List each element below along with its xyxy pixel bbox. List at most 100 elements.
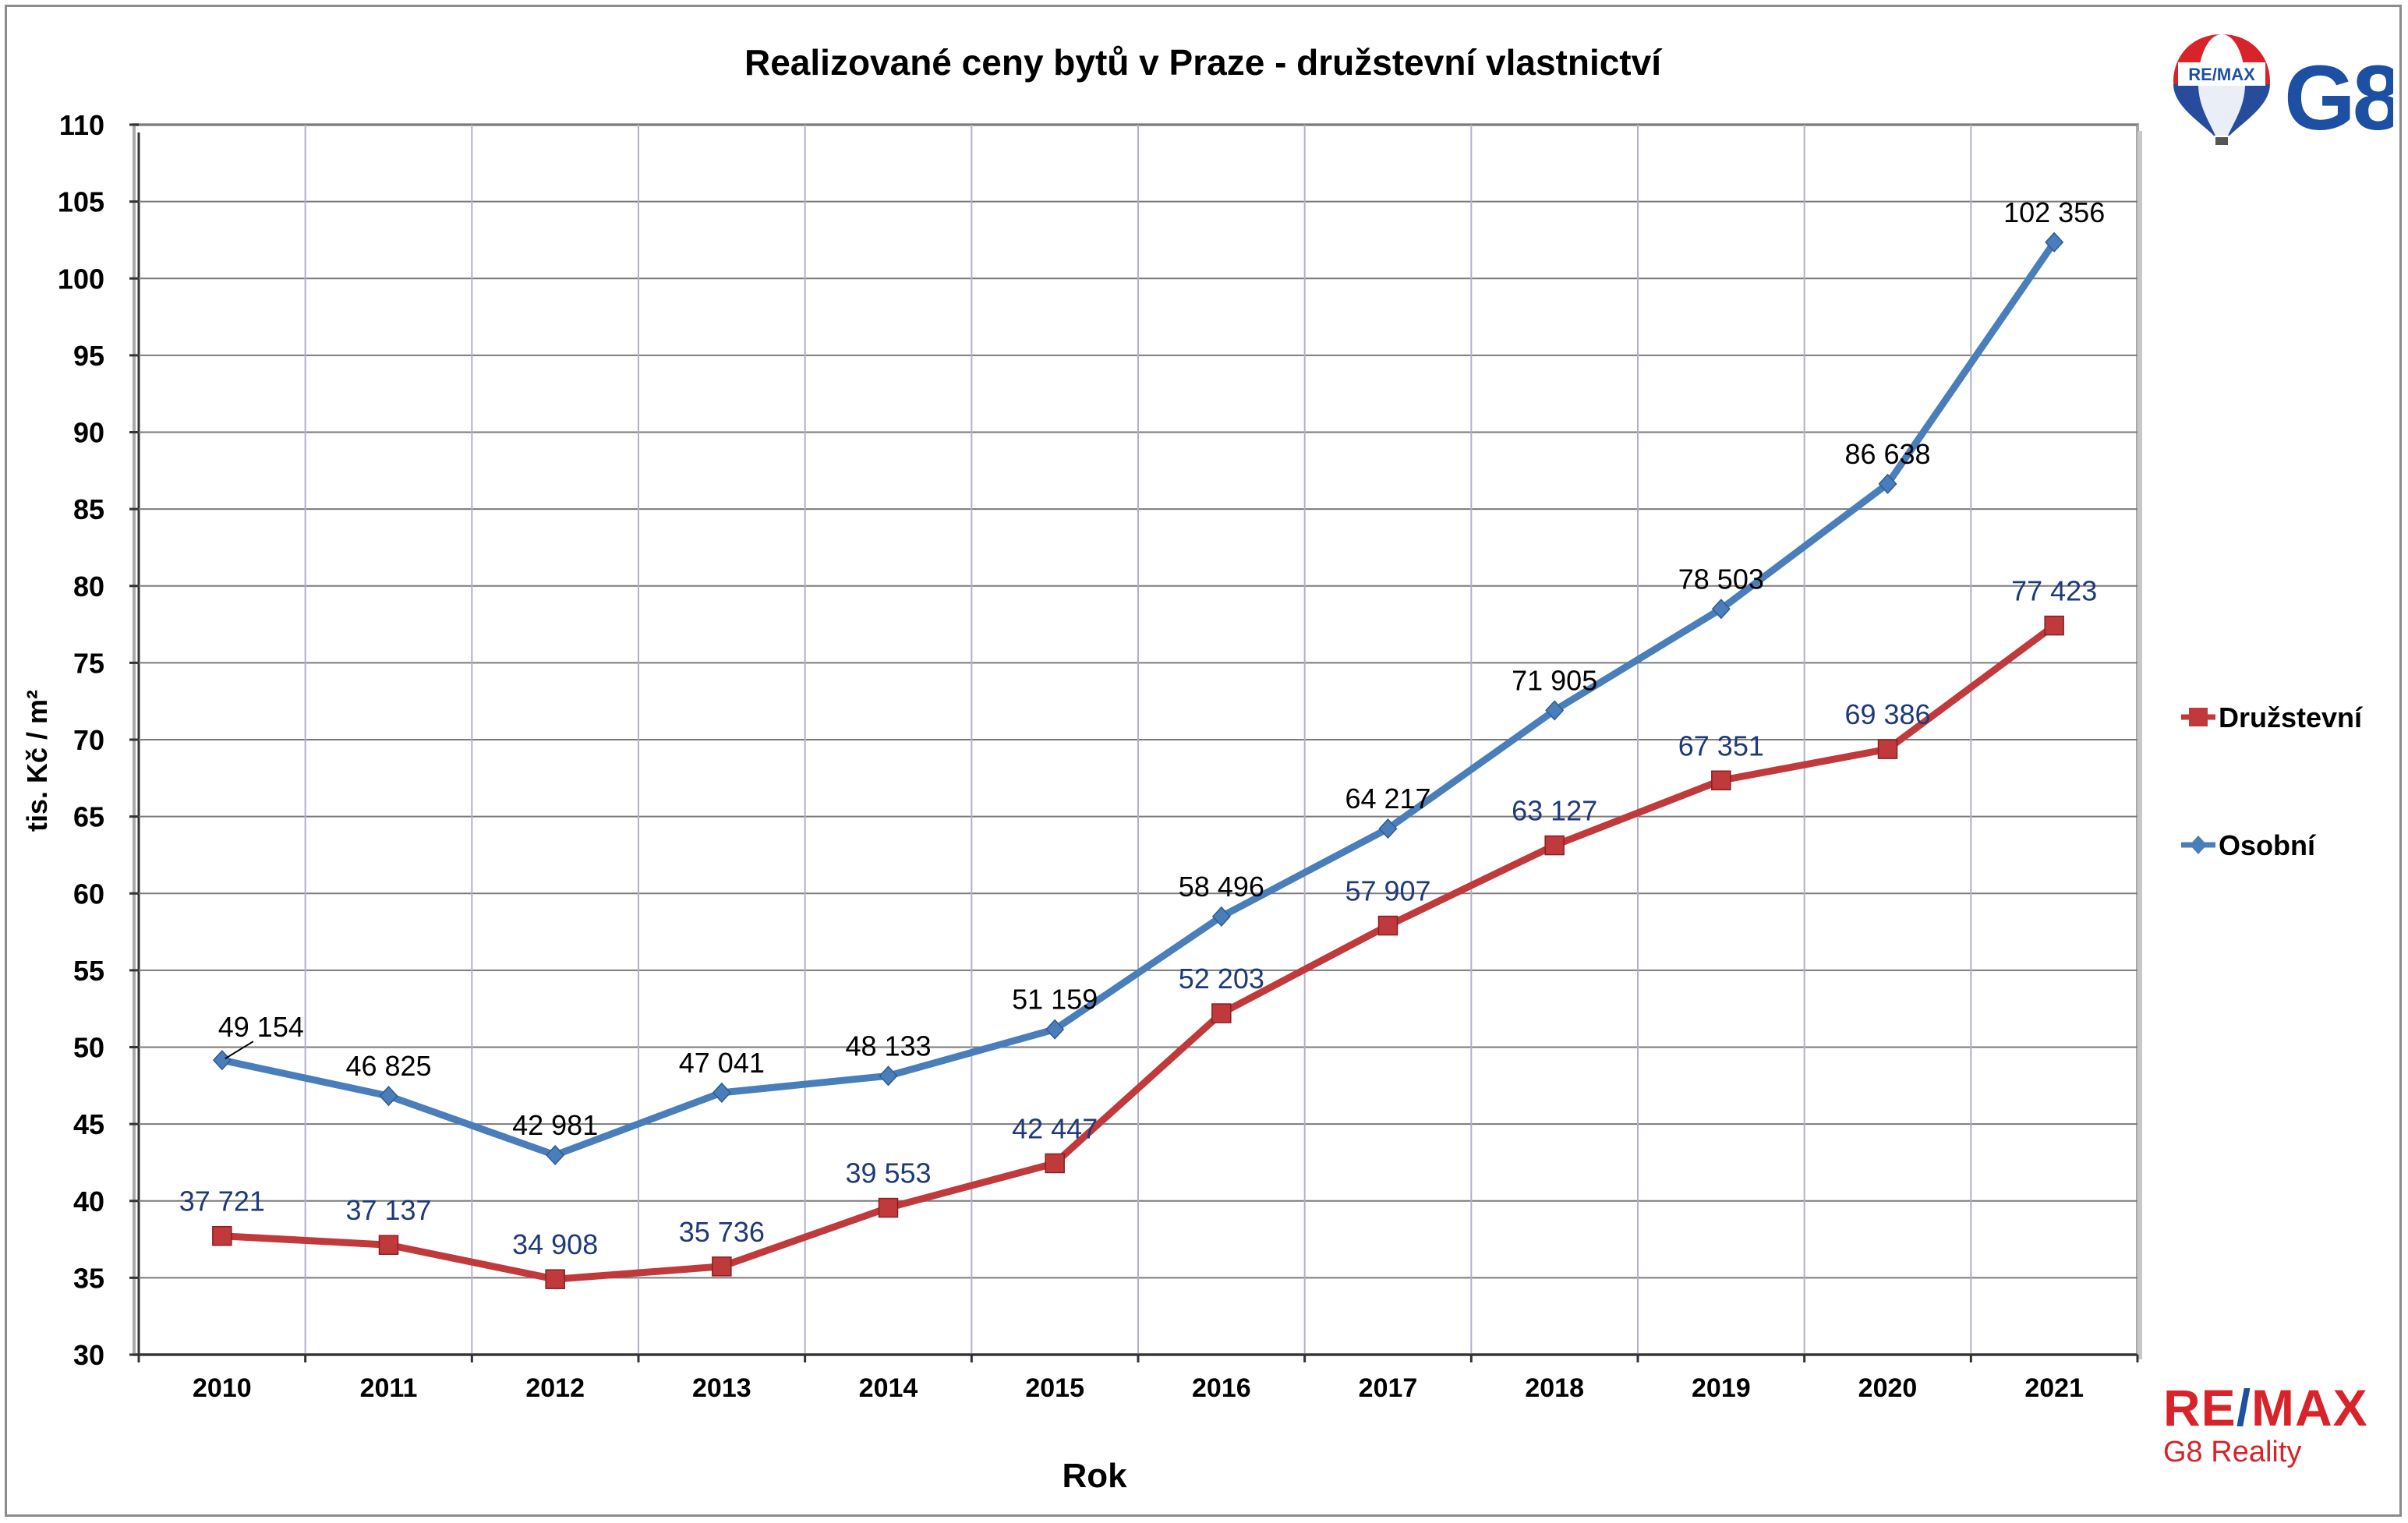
marker-square bbox=[1211, 1003, 1232, 1023]
marker-diamond bbox=[1711, 599, 1731, 620]
balloon-icon: RE/MAX bbox=[2173, 34, 2270, 145]
data-label: 37 721 bbox=[179, 1186, 265, 1217]
data-label: 46 825 bbox=[345, 1050, 431, 1082]
x-tick-labels: 2010 2011 2012 2013 2014 2015 2016 2017 2018 2019… bbox=[193, 1373, 2084, 1403]
remax-g8-reality-logo: RE/MAX G8 Reality bbox=[2163, 1382, 2368, 1469]
y-tick-label: 75 bbox=[73, 647, 104, 679]
marker-square bbox=[1544, 835, 1565, 856]
data-labels: 49 154 46 825 42 981 47 041 48 133 51 159 58 4… bbox=[179, 196, 2105, 1260]
data-label: 42 447 bbox=[1012, 1112, 1098, 1144]
g8-badge: G8 bbox=[2284, 47, 2393, 147]
x-tick-label: 2018 bbox=[1525, 1373, 1584, 1403]
marker-square bbox=[1045, 1153, 1065, 1174]
x-tick-label: 2011 bbox=[360, 1373, 418, 1403]
legend: Družstevní Osobní bbox=[2181, 701, 2363, 861]
y-tick-label: 90 bbox=[73, 417, 104, 449]
data-label: 37 137 bbox=[345, 1194, 431, 1226]
data-label: 47 041 bbox=[679, 1047, 765, 1079]
data-label: 69 386 bbox=[1844, 698, 1930, 730]
marker-square bbox=[1377, 915, 1398, 936]
x-tick-label: 2015 bbox=[1025, 1373, 1084, 1403]
marker-diamond bbox=[1378, 818, 1398, 839]
series-line-Družstevní bbox=[221, 622, 2056, 1283]
plot-area-shadow bbox=[2137, 131, 2142, 1359]
data-label: 51 159 bbox=[1012, 984, 1098, 1016]
legend-label: Družstevní bbox=[2219, 701, 2363, 733]
marker-diamond bbox=[1211, 906, 1231, 928]
x-tick-label: 2020 bbox=[1858, 1373, 1918, 1403]
y-tick-label: 60 bbox=[73, 878, 104, 910]
data-label: 78 503 bbox=[1678, 563, 1764, 595]
marker-diamond bbox=[712, 1082, 731, 1103]
legend-item-Osobní: Osobní bbox=[2181, 829, 2316, 861]
marker-square bbox=[878, 1197, 899, 1218]
remax-wordmark: RE/MAX bbox=[2163, 1379, 2368, 1436]
legend-marker-diamond bbox=[2190, 836, 2207, 854]
y-tick-label: 30 bbox=[73, 1339, 104, 1371]
y-tick-label: 55 bbox=[73, 955, 104, 987]
marker-square bbox=[378, 1235, 399, 1255]
marker-square bbox=[712, 1256, 732, 1277]
marker-diamond bbox=[1545, 700, 1565, 721]
data-label: 39 553 bbox=[845, 1157, 931, 1189]
x-tick-label: 2013 bbox=[692, 1373, 751, 1403]
data-label: 58 496 bbox=[1179, 871, 1264, 903]
y-tick-label: 50 bbox=[73, 1032, 104, 1064]
marker-square bbox=[1711, 770, 1731, 791]
y-axis-title: tis. Kč / m² bbox=[21, 690, 53, 832]
series-lines bbox=[212, 231, 2064, 1289]
marker-square bbox=[1877, 739, 1898, 759]
y-tick-label: 105 bbox=[58, 186, 104, 218]
legend-item-Družstevní: Družstevní bbox=[2181, 701, 2363, 733]
y-tick-label: 65 bbox=[73, 801, 104, 833]
data-label: 67 351 bbox=[1678, 730, 1764, 762]
data-label: 57 907 bbox=[1345, 875, 1430, 907]
label-leader-line bbox=[225, 1041, 254, 1060]
y-tick-label: 95 bbox=[73, 340, 104, 372]
data-label: 102 356 bbox=[2003, 196, 2105, 228]
grid-lines bbox=[129, 123, 2139, 1362]
legend-marker-square bbox=[2189, 708, 2208, 726]
y-tick-label: 70 bbox=[73, 724, 104, 756]
x-tick-label: 2016 bbox=[1192, 1373, 1251, 1403]
remax-g8-logo: RE/MAX G8 bbox=[2167, 30, 2404, 150]
x-tick-label: 2010 bbox=[193, 1373, 252, 1403]
remax-subtitle: G8 Reality bbox=[2163, 1436, 2302, 1468]
x-tick-label: 2014 bbox=[859, 1373, 918, 1403]
data-label: 34 908 bbox=[512, 1228, 598, 1260]
marker-diamond bbox=[546, 1144, 565, 1166]
data-label: 48 133 bbox=[845, 1030, 931, 1062]
x-tick-label: 2012 bbox=[525, 1373, 585, 1403]
marker-diamond bbox=[2045, 231, 2064, 253]
chart-title: Realizované ceny bytů v Praze - družstev… bbox=[744, 42, 1663, 83]
y-tick-label: 45 bbox=[73, 1108, 104, 1140]
x-axis-title: Rok bbox=[1062, 1457, 1127, 1495]
data-label: 52 203 bbox=[1179, 963, 1264, 995]
marker-diamond bbox=[1878, 473, 1897, 494]
data-label: 35 736 bbox=[679, 1216, 765, 1248]
x-tick-label: 2017 bbox=[1359, 1373, 1418, 1403]
series-line-Osobní bbox=[221, 240, 2057, 1159]
data-label: 49 154 bbox=[218, 1011, 304, 1043]
y-tick-label: 100 bbox=[58, 263, 104, 295]
balloon-text: RE/MAX bbox=[2188, 65, 2255, 84]
legend-label: Osobní bbox=[2219, 829, 2316, 861]
data-label: 63 127 bbox=[1512, 795, 1597, 827]
data-label: 86 638 bbox=[1844, 438, 1930, 470]
marker-square bbox=[2044, 615, 2064, 636]
marker-diamond bbox=[379, 1086, 398, 1107]
x-tick-label: 2021 bbox=[2024, 1373, 2084, 1403]
y-tick-label: 85 bbox=[73, 493, 104, 525]
y-tick-label: 40 bbox=[73, 1186, 104, 1217]
marker-diamond bbox=[879, 1065, 898, 1087]
marker-square bbox=[212, 1225, 232, 1246]
marker-diamond bbox=[1045, 1019, 1065, 1040]
y-tick-labels: 30 35 40 45 50 55 60 65 70 75 80 85 90 95 100 105 110 bbox=[58, 109, 104, 1371]
data-label: 42 981 bbox=[512, 1109, 598, 1141]
x-tick-label: 2019 bbox=[1692, 1373, 1751, 1403]
data-label: 71 905 bbox=[1512, 664, 1597, 696]
y-tick-label: 35 bbox=[73, 1262, 104, 1294]
y-tick-label: 80 bbox=[73, 571, 104, 602]
y-tick-label: 110 bbox=[59, 109, 104, 141]
